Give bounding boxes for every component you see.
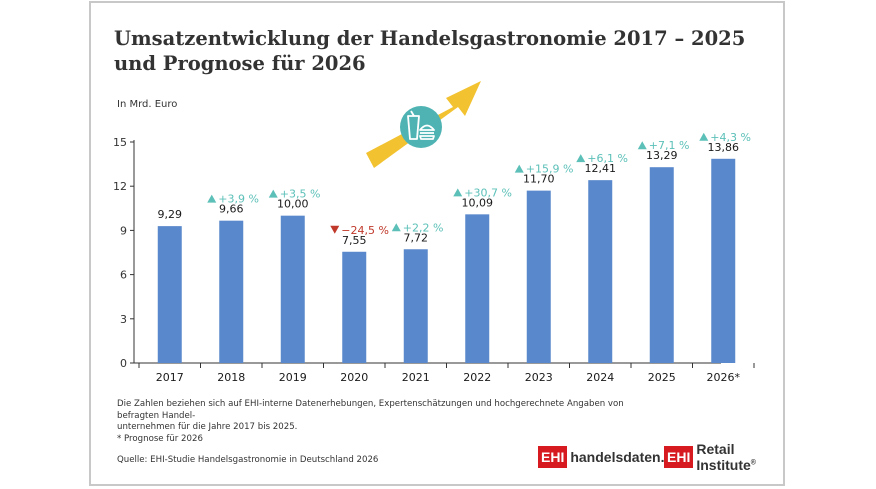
up-triangle-icon (699, 132, 709, 141)
bar (711, 158, 736, 363)
x-tick-label: 2025 (648, 371, 676, 384)
change-label: +7,1 % (649, 139, 690, 152)
x-tick-label: 2021 (402, 371, 430, 384)
ehi-badge: EHI (664, 446, 694, 468)
chart-card: Umsatzentwicklung der Handelsgastronomie… (89, 1, 785, 486)
footnote-line-3: * Prognose für 2026 (117, 433, 203, 444)
change-label: +4,3 % (710, 131, 751, 144)
up-triangle-icon (576, 154, 586, 163)
y-tick-label: 9 (120, 224, 127, 237)
bar (280, 215, 305, 363)
data-label: 10,09 (462, 196, 494, 209)
up-triangle-icon (207, 194, 217, 203)
data-label: 11,70 (523, 173, 555, 186)
change-label: +2,2 % (403, 221, 444, 234)
up-triangle-icon (391, 223, 401, 232)
bar (403, 249, 428, 363)
bar (588, 180, 613, 363)
footnote-line-2: unternehmen für die Jahre 2017 bis 2025. (117, 422, 298, 432)
growth-arrow-decoration (366, 81, 481, 168)
data-label: 13,29 (646, 149, 678, 162)
x-tick-label: 2017 (156, 371, 184, 384)
up-triangle-icon (637, 141, 647, 150)
chart-title-line-1: Umsatzentwicklung der Handelsgastronomie… (114, 27, 746, 50)
footnote: Die Zahlen beziehen sich auf EHI-interne… (117, 399, 657, 445)
bar (157, 226, 182, 363)
y-tick-label: 12 (113, 180, 127, 193)
x-tick-label: 2018 (217, 371, 245, 384)
up-triangle-icon (453, 188, 463, 197)
change-label: −24,5 % (341, 224, 389, 237)
ehi-badge: EHI (538, 446, 568, 468)
y-tick-label: 15 (113, 136, 127, 149)
logo-name: handelsdaten.de (570, 449, 681, 465)
unit-label: In Mrd. Euro (117, 99, 178, 110)
up-triangle-icon (268, 189, 278, 198)
x-tick-label: 2023 (525, 371, 553, 384)
x-tick-label: 2019 (279, 371, 307, 384)
bar-chart: 0 3 6 9 12 15 2017 9,29 2018 9,66+3,9 % 2019 10,00… (113, 81, 755, 384)
x-tick-label: 2026* (707, 371, 741, 384)
data-label: 9,29 (158, 208, 183, 221)
x-tick-label: 2020 (340, 371, 368, 384)
data-label: 13,86 (708, 141, 740, 154)
bar (465, 214, 490, 363)
chart-title-line-2: und Prognose für 2026 (114, 52, 366, 75)
logo-name: Retail Institute® (696, 441, 783, 473)
bar (649, 167, 674, 363)
data-label: 9,66 (219, 203, 244, 216)
y-tick-label: 0 (120, 357, 127, 370)
icon-badge-circle (400, 106, 442, 148)
change-label: +15,9 % (526, 163, 574, 176)
source-text: Quelle: EHI-Studie Handelsgastronomie in… (117, 455, 379, 465)
y-tick-label: 6 (120, 269, 127, 282)
registered-mark: ® (750, 459, 756, 467)
data-label: 10,00 (277, 198, 309, 211)
data-label: 12,41 (585, 162, 617, 175)
up-triangle-icon (514, 164, 524, 173)
y-tick-label: 3 (120, 313, 127, 326)
bar (219, 220, 244, 363)
change-label: +3,9 % (218, 193, 259, 206)
data-label: 7,72 (404, 231, 429, 244)
change-label: +30,7 % (464, 186, 512, 199)
bar (342, 251, 367, 363)
retail-institute-logo: EHI Retail Institute® (664, 441, 783, 473)
x-tick-label: 2024 (586, 371, 614, 384)
x-tick-label: 2022 (463, 371, 491, 384)
footnote-line-1: Die Zahlen beziehen sich auf EHI-interne… (117, 399, 624, 421)
logo-name-text: Retail Institute (696, 441, 751, 473)
chart-title: Umsatzentwicklung der Handelsgastronomie… (114, 26, 745, 76)
data-label: 7,55 (342, 234, 367, 247)
handelsdaten-logo: EHI handelsdaten.de (538, 446, 681, 468)
change-label: +3,5 % (280, 188, 321, 201)
down-triangle-icon (330, 225, 340, 234)
snack-and-drink-icon (407, 110, 435, 140)
change-label: +6,1 % (587, 152, 628, 165)
bar (526, 190, 551, 363)
